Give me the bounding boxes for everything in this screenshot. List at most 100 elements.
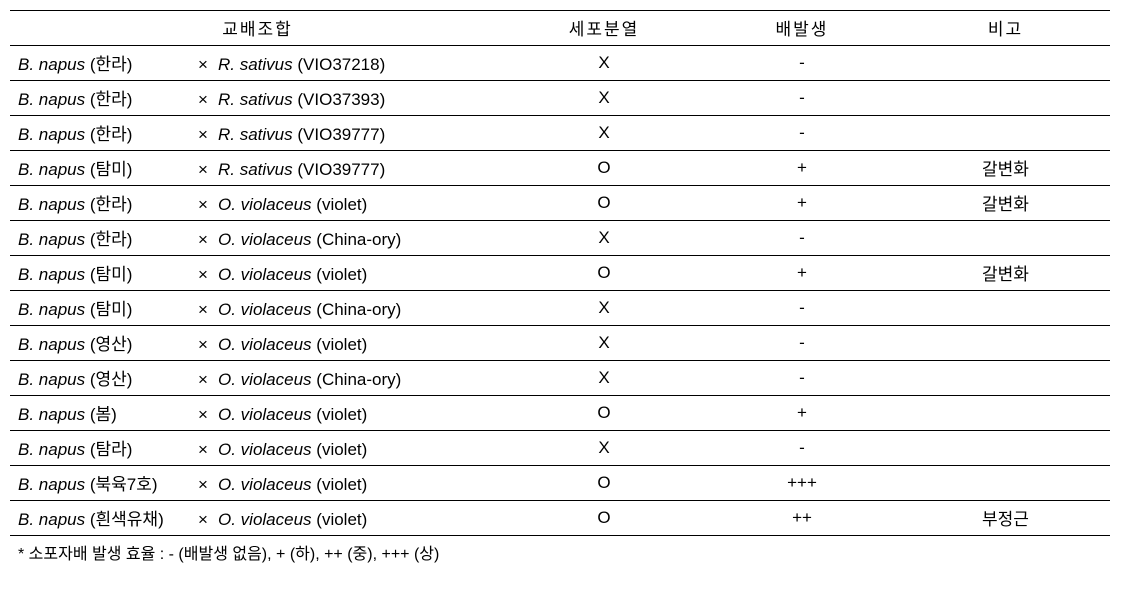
cell-embryo: - [703, 46, 901, 81]
table-footnote: * 소포자배 발생 효율 : - (배발생 없음), + (하), ++ (중)… [10, 536, 1123, 564]
cross-symbol: × [188, 370, 218, 390]
parent2-variety: (violet) [316, 335, 367, 354]
parent1-variety: (탐라) [90, 440, 133, 459]
cell-division: O [505, 466, 703, 501]
header-cross: 교배조합 [10, 11, 505, 46]
cell-division: O [505, 501, 703, 536]
parent1-species: B. napus [18, 300, 85, 319]
table-row: B. napus (흰색유채)×O. violaceus (violet)O++… [10, 501, 1110, 536]
cell-note [901, 431, 1110, 466]
cell-embryo: - [703, 431, 901, 466]
parent2-species: O. violaceus [218, 370, 312, 389]
cell-embryo: +++ [703, 466, 901, 501]
cell-note [901, 466, 1110, 501]
cross-symbol: × [188, 265, 218, 285]
cell-note: 부정근 [901, 501, 1110, 536]
parent2-species: O. violaceus [218, 230, 312, 249]
parent1-species: B. napus [18, 125, 85, 144]
cross-symbol: × [188, 440, 218, 460]
table-row: B. napus (한라) ×O. violaceus (China-ory) X- [10, 221, 1110, 256]
cell-division: X [505, 326, 703, 361]
parent2-variety: (violet) [316, 195, 367, 214]
cross-symbol: × [188, 230, 218, 250]
header-embryo: 배발생 [703, 11, 901, 46]
parent2-species: O. violaceus [218, 405, 312, 424]
parent1-species: B. napus [18, 335, 85, 354]
parent1-variety: (탐미) [90, 265, 133, 284]
cell-embryo: + [703, 151, 901, 186]
parent1-species: B. napus [18, 475, 85, 494]
parent2-species: R. sativus [218, 55, 293, 74]
parent2-species: O. violaceus [218, 440, 312, 459]
cell-cross: B. napus (한라) ×O. violaceus (China-ory) [10, 221, 505, 256]
parent1-variety: (한라) [90, 125, 133, 144]
parent2-species: O. violaceus [218, 510, 312, 529]
cell-cross: B. napus (탐미)×O. violaceus (violet) [10, 256, 505, 291]
cell-note [901, 326, 1110, 361]
cell-division: X [505, 46, 703, 81]
cell-cross: B. napus (북육7호) ×O. violaceus (violet) [10, 466, 505, 501]
cell-embryo: - [703, 326, 901, 361]
parent1-species: B. napus [18, 265, 85, 284]
parent2-variety: (China-ory) [316, 300, 401, 319]
cell-division: X [505, 221, 703, 256]
parent1-species: B. napus [18, 160, 85, 179]
parent2-species: O. violaceus [218, 335, 312, 354]
cell-note: 갈변화 [901, 186, 1110, 221]
parent2-variety: (violet) [316, 475, 367, 494]
cell-embryo: - [703, 81, 901, 116]
cell-note [901, 396, 1110, 431]
parent2-variety: (violet) [316, 440, 367, 459]
cell-division: O [505, 186, 703, 221]
cell-cross: B. napus (탐라) ×O. violaceus (violet) [10, 431, 505, 466]
table-row: B. napus (탐미)×R. sativus (VIO39777)O+갈변화 [10, 151, 1110, 186]
cell-division: X [505, 291, 703, 326]
parent2-variety: (VIO39777) [297, 160, 385, 179]
table-row: B. napus (북육7호) ×O. violaceus (violet) O++… [10, 466, 1110, 501]
parent2-species: O. violaceus [218, 195, 312, 214]
parent1-variety: (한라) [90, 230, 133, 249]
cell-note [901, 221, 1110, 256]
cell-cross: B. napus (한라)×O. violaceus (violet) [10, 186, 505, 221]
cell-note [901, 81, 1110, 116]
parent1-variety: (흰색유채) [90, 510, 164, 529]
parent1-variety: (한라) [90, 55, 133, 74]
parent2-species: O. violaceus [218, 300, 312, 319]
cross-symbol: × [188, 160, 218, 180]
parent1-variety: (한라) [90, 195, 133, 214]
parent1-variety: (영산) [90, 335, 133, 354]
cell-note: 갈변화 [901, 256, 1110, 291]
parent1-species: B. napus [18, 195, 85, 214]
table-header-row: 교배조합 세포분열 배발생 비고 [10, 11, 1110, 46]
parent1-variety: (한라) [90, 90, 133, 109]
cell-embryo: ++ [703, 501, 901, 536]
cell-embryo: - [703, 291, 901, 326]
parent2-species: O. violaceus [218, 475, 312, 494]
parent1-variety: (북육7호) [90, 475, 158, 494]
cell-division: O [505, 256, 703, 291]
cell-cross: B. napus (한라)×R. sativus (VIO37218) [10, 46, 505, 81]
header-note: 비고 [901, 11, 1110, 46]
table-row: B. napus (탐미)×O. violaceus (violet)O+갈변화 [10, 256, 1110, 291]
table-row: B. napus (한라)×R. sativus (VIO37393)X- [10, 81, 1110, 116]
parent1-species: B. napus [18, 440, 85, 459]
cell-cross: B. napus (봄)×O. violaceus (violet) [10, 396, 505, 431]
parent2-variety: (VIO39777) [297, 125, 385, 144]
table-row: B. napus (탐라)×O. violaceus (violet)X- [10, 431, 1110, 466]
parent2-variety: (VIO37393) [297, 90, 385, 109]
table-row: B. napus (탐미)×O. violaceus (China-ory)X- [10, 291, 1110, 326]
cell-embryo: - [703, 221, 901, 256]
parent2-species: R. sativus [218, 90, 293, 109]
cell-cross: B. napus (영산)×O. violaceus (violet) [10, 326, 505, 361]
table-row: B. napus (영산)×O. violaceus (China-ory)X- [10, 361, 1110, 396]
cell-cross: B. napus (흰색유채)×O. violaceus (violet) [10, 501, 505, 536]
cell-note [901, 361, 1110, 396]
parent1-species: B. napus [18, 230, 85, 249]
parent1-species: B. napus [18, 90, 85, 109]
cell-cross: B. napus (한라)×R. sativus (VIO39777) [10, 116, 505, 151]
table-row: B. napus (한라)×R. sativus (VIO37218)X- [10, 46, 1110, 81]
cross-symbol: × [188, 475, 218, 495]
parent2-species: R. sativus [218, 160, 293, 179]
parent2-variety: (China-ory) [316, 230, 401, 249]
cell-division: X [505, 361, 703, 396]
